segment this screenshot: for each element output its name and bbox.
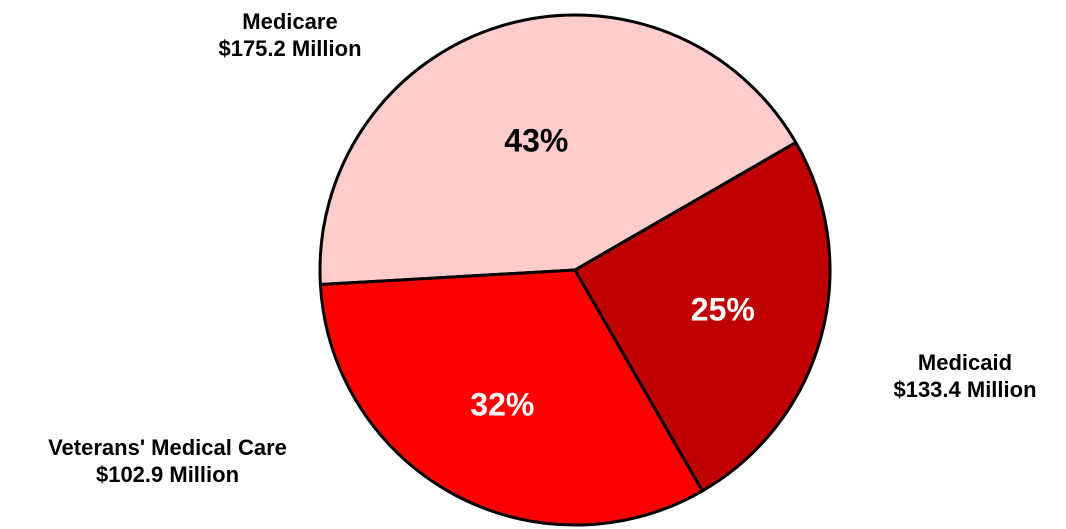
slice-label-medicare-amount: $175.2 Million <box>218 36 362 61</box>
slice-label-veterans-name: Veterans' Medical Care <box>48 435 287 460</box>
percent-label-1: 43% <box>504 123 568 159</box>
slice-label-medicaid-amount: $133.4 Million <box>893 377 1037 402</box>
slice-label-medicaid: Medicaid $133.4 Million <box>860 349 1066 403</box>
percent-labels: 43% 32% 25% <box>470 123 755 423</box>
slice-label-medicare-name: Medicare <box>242 9 338 34</box>
slice-label-veterans: Veterans' Medical Care $102.9 Million <box>0 434 335 488</box>
pie-slice-2 <box>318 268 704 527</box>
pie-slice-3 <box>573 141 832 493</box>
percent-label-3: 25% <box>691 292 755 328</box>
slice-label-medicaid-name: Medicaid <box>917 350 1013 375</box>
percent-label-2: 32% <box>470 387 534 423</box>
pie-slices <box>318 13 832 527</box>
pie-slice-1 <box>318 13 798 287</box>
slice-label-veterans-amount: $102.9 Million <box>95 462 240 487</box>
slice-label-medicare: Medicare $175.2 Million <box>185 8 395 62</box>
